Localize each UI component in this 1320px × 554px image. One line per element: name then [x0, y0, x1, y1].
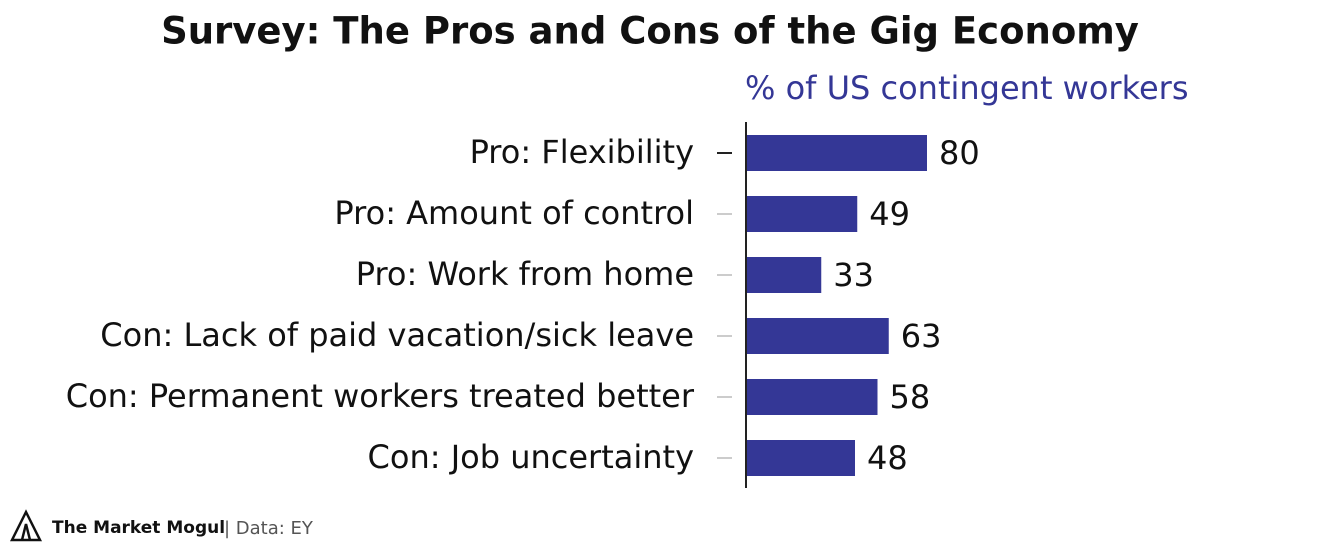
bar: [747, 318, 889, 354]
value-label: 80: [939, 134, 980, 172]
bar: [747, 379, 878, 415]
y-tick-label: Pro: Flexibility: [470, 133, 694, 171]
chart-subtitle: % of US contingent workers: [745, 69, 1188, 107]
value-label: 63: [901, 317, 942, 355]
bar: [747, 440, 855, 476]
bar: [747, 257, 822, 293]
value-label: 48: [867, 439, 908, 477]
source: | Data: EY: [224, 518, 314, 539]
logo: [9, 509, 43, 542]
y-tick-label: Con: Lack of paid vacation/sick leave: [100, 316, 694, 354]
bar: [747, 196, 858, 232]
value-label: 49: [869, 195, 910, 233]
y-tick-label: Con: Job uncertainty: [368, 438, 694, 476]
y-tick-label: Pro: Work from home: [356, 255, 694, 293]
bar: [747, 135, 927, 171]
value-label: 33: [833, 256, 874, 294]
y-tick-label: Con: Permanent workers treated better: [66, 377, 695, 415]
brand: The Market Mogul: [52, 518, 225, 538]
chart-title: Survey: The Pros and Cons of the Gig Eco…: [161, 10, 1139, 53]
y-tick-label: Pro: Amount of control: [334, 194, 694, 232]
value-label: 58: [890, 378, 931, 416]
